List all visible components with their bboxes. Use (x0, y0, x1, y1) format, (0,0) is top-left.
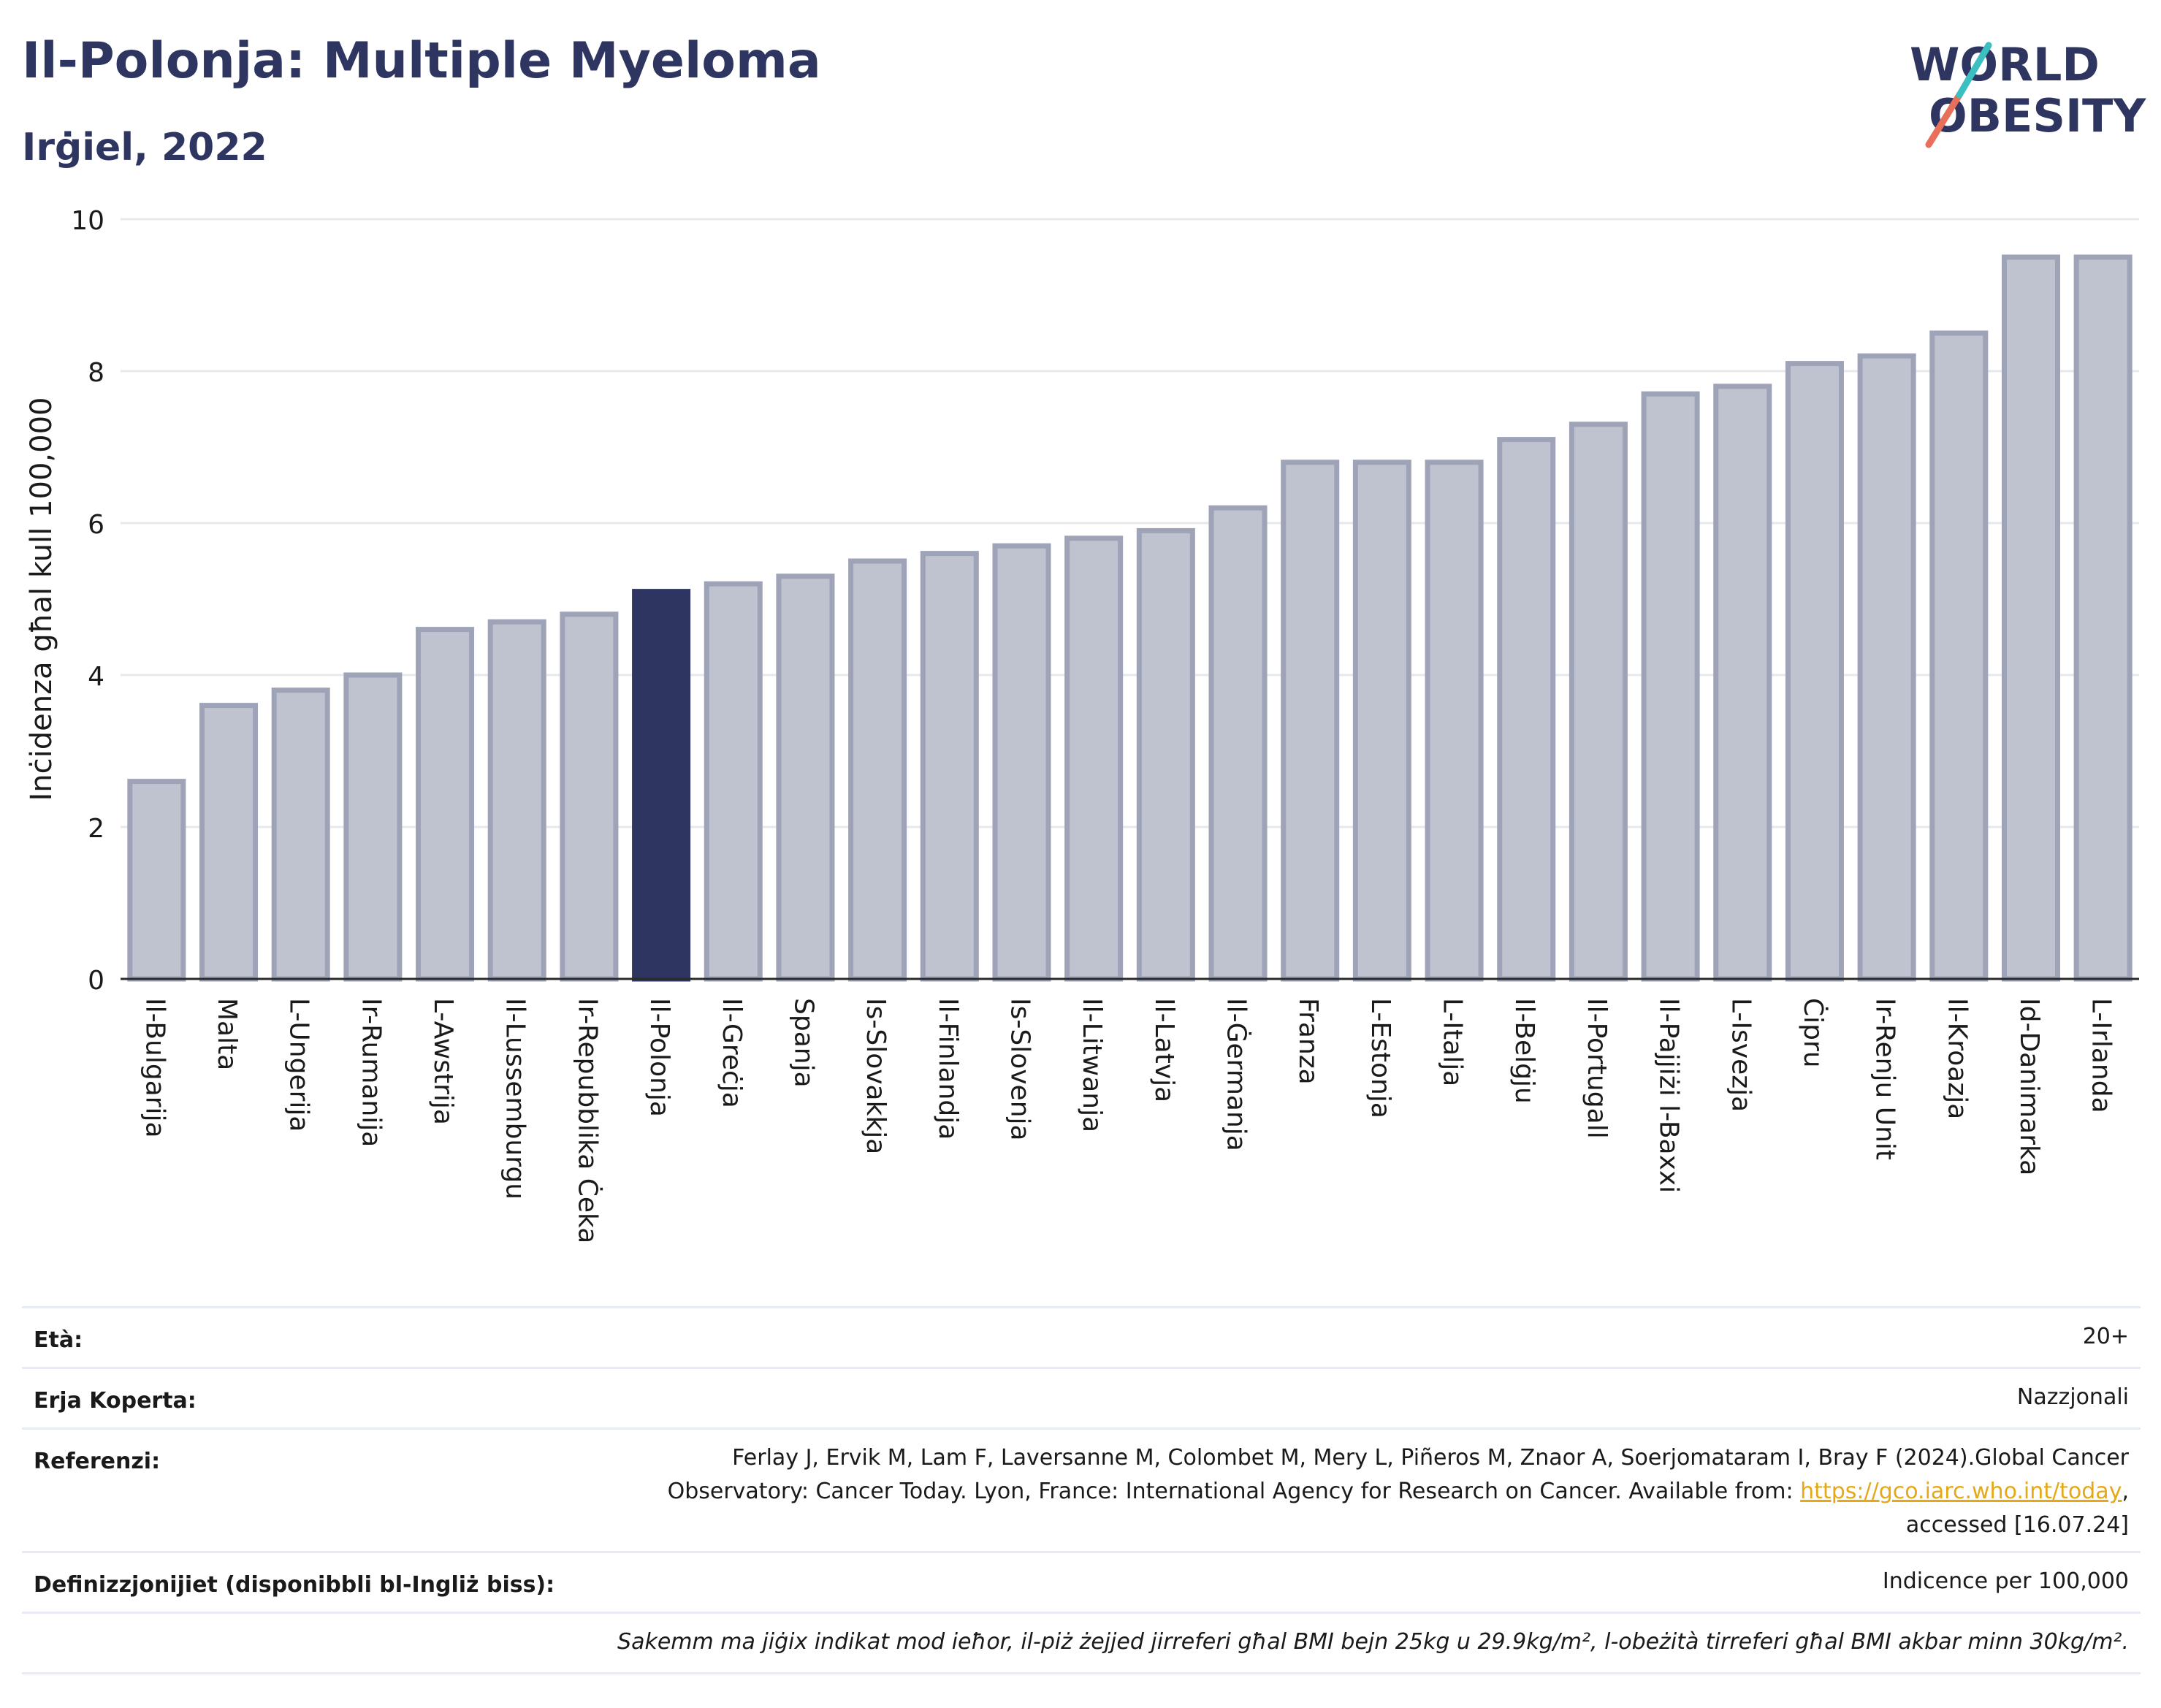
y-tick-label: 2 (88, 814, 104, 844)
x-tick-label: L-Italja (1438, 998, 1468, 1086)
coverage-value: Nazzjonali (2016, 1384, 2129, 1410)
references-line2: Observatory: Cancer Today. Lyon, France:… (667, 1479, 2129, 1504)
logo-slash-lower (1925, 91, 1963, 148)
x-tick-label: Il-Latvja (1149, 998, 1179, 1102)
y-tick-label: 0 (88, 966, 104, 996)
y-tick-label: 6 (88, 510, 104, 540)
bar (1064, 535, 1124, 982)
bar (2001, 254, 2060, 982)
references-value: Ferlay J, Ervik M, Lam F, Laversanne M, … (668, 1441, 2129, 1542)
x-tick-label: Franza (1293, 998, 1323, 1085)
age-value: 20+ (2082, 1324, 2129, 1349)
x-tick-label: L-Ungerija (284, 998, 314, 1132)
x-tick-label: Il-Polonja (644, 998, 674, 1117)
bar (992, 543, 1051, 982)
bar (199, 703, 259, 982)
y-axis-label: Inċidenza għal kull 100,000 (25, 397, 58, 801)
bar (1713, 384, 1772, 982)
x-tick-label: Id-Danimarka (2014, 998, 2044, 1175)
x-tick-label: Ir-Repubblika Ċeka (572, 998, 603, 1243)
x-tick-label: L-Irlanda (2086, 998, 2116, 1113)
y-tick-label: 4 (88, 662, 104, 692)
references-line1: Ferlay J, Ervik M, Lam F, Laversanne M, … (732, 1445, 2129, 1471)
bar (920, 551, 979, 982)
bar (1785, 361, 1844, 982)
x-tick-label: Il-Bulgarija (140, 998, 169, 1138)
bar (1929, 330, 1989, 982)
definitions-row: Definizzjonijiet (disponibbli bl-Ingliż … (22, 1551, 2141, 1612)
bar (1497, 437, 1556, 982)
x-tick-label: Il-Belġju (1509, 998, 1539, 1104)
bar (560, 611, 619, 982)
x-tick-label: Ir-Renju Unit (1870, 998, 1900, 1160)
bar (1136, 527, 1195, 982)
definitions-value: Indicence per 100,000 (1882, 1568, 2129, 1594)
bar (632, 589, 691, 982)
x-tick-label: Is-Slovenja (1005, 998, 1034, 1141)
coverage-row: Erja Koperta: Nazzjonali (22, 1367, 2141, 1427)
x-tick-label: Il-Pajjiżi l-Baxxi (1654, 998, 1684, 1193)
x-tick-label: Il-Greċja (717, 998, 747, 1108)
x-tick-label: Malta (212, 998, 242, 1070)
x-tick-label: Il-Lussemburgu (500, 998, 530, 1200)
bar (1569, 422, 1628, 982)
bar-chart: 0 2 4 6 8 10 Inċidenza għal kull 100,000 Il-Bul… (25, 206, 2139, 1243)
x-tick-label: Spanja (788, 998, 818, 1088)
bar (1857, 353, 1916, 982)
x-tick-label: Ir-Rumanija (356, 998, 386, 1147)
bar (1641, 391, 1700, 982)
x-tick-label: Is-Slovakkja (861, 998, 891, 1154)
age-label: Età: (34, 1327, 83, 1353)
references-row: Referenzi: Ferlay J, Ervik M, Lam F, Lav… (22, 1427, 2141, 1551)
x-tick-label: Ċipru (1798, 998, 1829, 1068)
age-row: Età: 20+ (22, 1306, 2141, 1367)
x-tick-label: Il-Finlandja (933, 998, 963, 1140)
chart-title: Il-Polonja: Multiple Myeloma (22, 32, 821, 90)
chart-subtitle: Irġiel, 2022 (22, 126, 267, 169)
footnote: Sakemm ma jiġix indikat mod ieħor, il-pi… (617, 1629, 2129, 1655)
bar (127, 779, 186, 982)
bar (1425, 460, 1484, 982)
references-link[interactable]: https://gco.iarc.who.int/today (1800, 1479, 2122, 1504)
definitions-label: Definizzjonijiet (disponibbli bl-Ingliż … (34, 1572, 555, 1598)
logo-slash-upper (1956, 42, 1992, 99)
y-tick-label: 10 (71, 206, 104, 236)
x-tick-label: Il-Portugall (1582, 998, 1612, 1139)
bar (343, 672, 403, 982)
bar (271, 687, 330, 982)
bar (776, 573, 835, 982)
x-tick-label: L-Estonja (1365, 998, 1395, 1118)
bar (1281, 460, 1340, 982)
x-tick-label: Il-Litwanja (1077, 998, 1107, 1132)
info-table: Età: 20+ Erja Koperta: Nazzjonali Refere… (22, 1306, 2141, 1674)
x-tick-label: Il-Ġermanja (1221, 998, 1252, 1151)
logo-line1: WORLD (1910, 38, 2100, 91)
bar (416, 627, 475, 982)
bar (487, 619, 546, 982)
x-tick-label: L-Awstrija (428, 998, 458, 1125)
logo-line2: OBESITY (1929, 89, 2146, 142)
bar (848, 558, 907, 982)
references-label: Referenzi: (34, 1449, 161, 1474)
bar (1352, 460, 1411, 982)
bar (704, 581, 763, 982)
bar (2073, 254, 2133, 982)
bar (1208, 505, 1268, 982)
coverage-label: Erja Koperta: (34, 1388, 197, 1414)
note-row: Sakemm ma jiġix indikat mod ieħor, il-pi… (22, 1612, 2141, 1674)
y-tick-label: 8 (88, 358, 104, 388)
world-obesity-logo: WORLD OBESITY (1910, 38, 2146, 148)
x-tick-label: Il-Kroazja (1942, 998, 1972, 1119)
references-line3: accessed [16.07.24] (1905, 1512, 2129, 1538)
x-tick-label: L-Isvezja (1726, 998, 1756, 1112)
